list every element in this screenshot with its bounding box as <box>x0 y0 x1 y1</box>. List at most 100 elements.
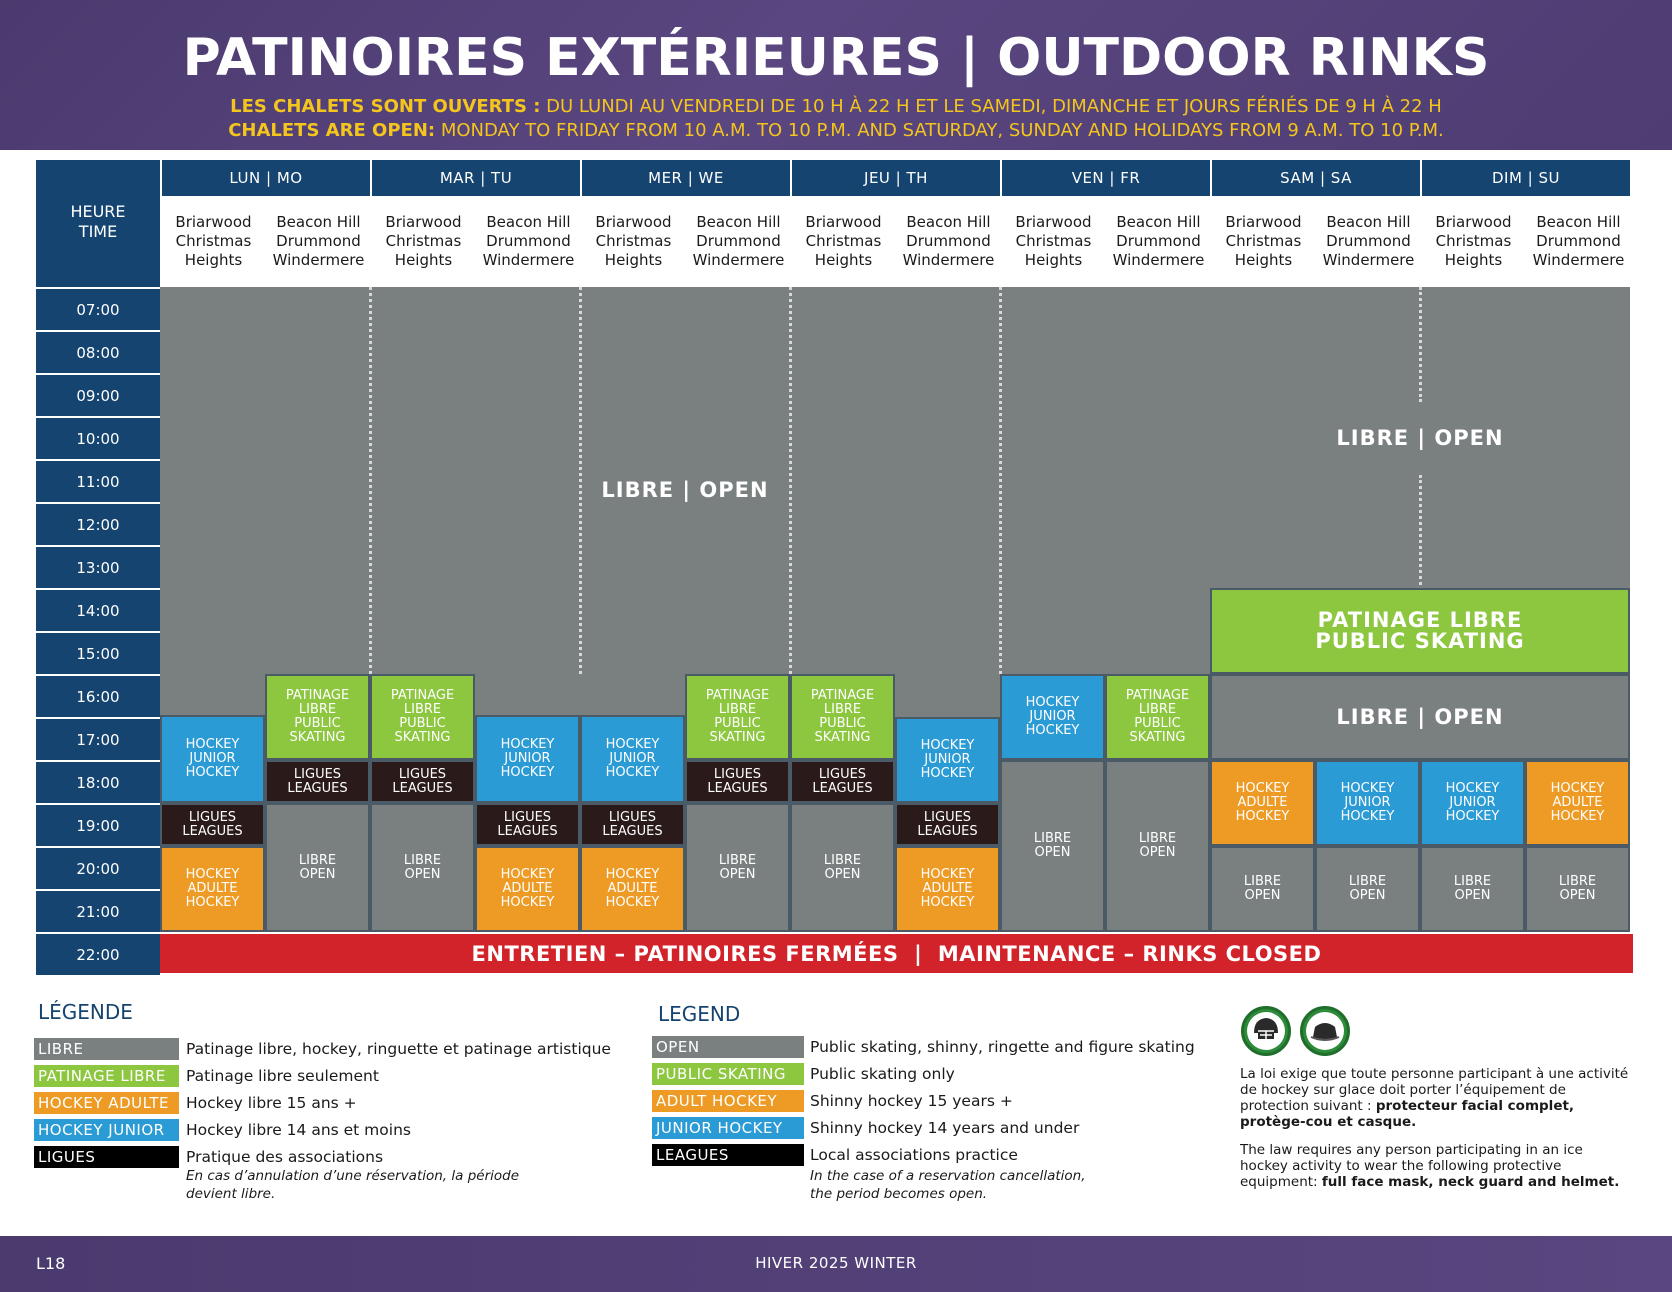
open-line: LIBRE <box>298 852 337 868</box>
public-skating-line: SKATING <box>814 730 871 745</box>
block-open: LIBRE OPEN <box>1315 846 1420 932</box>
block-junior-hockey: HOCKEY JUNIOR HOCKEY <box>475 715 580 803</box>
legend-swatch: HOCKEY JUNIOR <box>34 1119 179 1141</box>
junior-hockey-line: JUNIOR <box>1449 795 1496 810</box>
adult-hockey-line: HOCKEY <box>920 895 975 910</box>
time-slot-label: 18:00 <box>36 762 160 803</box>
junior-hockey-line: HOCKEY <box>920 766 975 781</box>
public-skating-line: PUBLIC <box>1134 716 1181 731</box>
chalet-hours-fr-lead: LES CHALETS SONT OUVERTS : <box>230 96 541 117</box>
block-leagues: LIGUES LEAGUES <box>580 803 685 846</box>
chalet-hours-en-lead: CHALETS ARE OPEN: <box>228 120 436 141</box>
block-open: LIBRE OPEN <box>1420 846 1525 932</box>
time-slot-label: 13:00 <box>36 547 160 588</box>
open-line: OPEN <box>299 866 336 882</box>
public-skating-line: SKATING <box>709 730 766 745</box>
rink-name-line: Beacon Hill <box>1536 212 1621 231</box>
leagues-line: LIGUES <box>923 809 972 825</box>
rink-name-line: Beacon Hill <box>1326 212 1411 231</box>
adult-hockey-line: ADULTE <box>922 881 973 896</box>
leagues-line: LIGUES <box>713 766 762 782</box>
public-skating-line: PUBLIC <box>399 716 446 731</box>
legend-fr-title: LÉGENDE <box>38 1000 133 1024</box>
block-junior-hockey: HOCKEY JUNIOR HOCKEY <box>895 717 1000 803</box>
helmet-icon <box>1241 1006 1291 1056</box>
block-adult-hockey: HOCKEY ADULTE HOCKEY <box>475 846 580 932</box>
page-title: PATINOIRES EXTÉRIEURES | OUTDOOR RINKS <box>182 28 1490 88</box>
chalet-hours-en-text: MONDAY TO FRIDAY FROM 10 A.M. TO 10 P.M.… <box>435 120 1444 141</box>
page-number: L18 <box>36 1254 66 1273</box>
day-header: SAM | SA <box>1212 160 1420 196</box>
safety-law-fr: La loi exige que toute personne particip… <box>1240 1066 1630 1130</box>
rink-name-line: Briarwood <box>595 212 672 231</box>
block-open: LIBRE OPEN <box>1525 846 1630 932</box>
junior-hockey-line: HOCKEY <box>1025 723 1080 738</box>
leagues-line: LIGUES <box>608 809 657 825</box>
legend-swatch: LEAGUES <box>652 1144 804 1166</box>
legend-en-note: In the case of a reservation cancellatio… <box>810 1167 1086 1203</box>
open-line: OPEN <box>1454 888 1491 903</box>
block-junior-hockey: HOCKEY JUNIOR HOCKEY <box>580 715 685 803</box>
maintenance-bar: ENTRETIEN – PATINOIRES FERMÉES | MAINTEN… <box>160 934 1633 973</box>
leagues-line: LEAGUES <box>602 823 663 839</box>
rink-header: Briarwood Christmas Heights <box>1422 198 1525 284</box>
junior-hockey-line: HOCKEY <box>1340 781 1395 796</box>
legend-en-note-line: In the case of a reservation cancellatio… <box>810 1168 1086 1184</box>
rink-name-line: Heights <box>1234 250 1293 269</box>
public-skating-line: LIBRE <box>403 702 442 717</box>
rink-name-line: Windermere <box>482 250 575 269</box>
legend-fr-note-line: En cas d’annulation d’une réservation, l… <box>186 1168 520 1184</box>
open-line: LIBRE <box>1138 831 1177 846</box>
neck-guard-icon <box>1300 1006 1350 1056</box>
legend-swatch: LIBRE <box>34 1038 179 1060</box>
open-line: LIBRE <box>403 852 442 868</box>
rink-header: Beacon Hill Drummond Windermere <box>687 198 790 284</box>
block-leagues: LIGUES LEAGUES <box>265 760 370 803</box>
rink-name-line: Briarwood <box>385 212 462 231</box>
block-leagues: LIGUES LEAGUES <box>370 760 475 803</box>
rink-name-line: Drummond <box>1326 231 1411 250</box>
rink-name-line: Christmas <box>175 231 252 250</box>
public-skating-line: PATINAGE <box>705 688 770 703</box>
time-slot-label: 12:00 <box>36 504 160 545</box>
legend-description: Patinage libre seulement <box>186 1067 379 1085</box>
time-slot-label: 19:00 <box>36 805 160 846</box>
rink-header: Briarwood Christmas Heights <box>792 198 895 284</box>
legend-description: Pratique des associations <box>186 1148 384 1166</box>
leagues-line: LEAGUES <box>917 823 978 839</box>
public-skating-line: PATINAGE LIBRE <box>1317 608 1523 632</box>
open-line: OPEN <box>404 866 441 882</box>
rink-name-line: Heights <box>814 250 873 269</box>
day-header: MAR | TU <box>372 160 580 196</box>
adult-hockey-line: HOCKEY <box>605 895 660 910</box>
open-line: OPEN <box>719 866 756 882</box>
open-label-weekday: LIBRE | OPEN <box>601 477 769 502</box>
public-skating-line: PATINAGE <box>285 688 350 703</box>
day-header: JEU | TH <box>792 160 1000 196</box>
chalet-hours-fr-text: DU LUNDI AU VENDREDI DE 10 H À 22 H ET L… <box>540 96 1442 117</box>
rink-header: Beacon Hill Drummond Windermere <box>897 198 1000 284</box>
rink-header: Briarwood Christmas Heights <box>162 198 265 284</box>
junior-hockey-line: JUNIOR <box>189 751 236 766</box>
public-skating-line: PATINAGE <box>1125 688 1190 703</box>
rink-name-line: Christmas <box>385 231 462 250</box>
adult-hockey-line: ADULTE <box>1237 795 1288 810</box>
time-slot-label: 21:00 <box>36 891 160 932</box>
leagues-line: LIGUES <box>818 766 867 782</box>
time-header: HEURE TIME <box>36 160 160 284</box>
open-line: LIBRE <box>1033 831 1072 846</box>
rink-schedule: HEURE TIME LUN | MO MAR | TU MER | WE JEU | T… <box>36 160 1633 978</box>
junior-hockey-line: HOCKEY <box>500 765 555 780</box>
block-leagues: LIGUES LEAGUES <box>895 803 1000 846</box>
day-separator <box>1419 287 1422 402</box>
rink-name-line: Christmas <box>595 231 672 250</box>
block-adult-hockey: HOCKEY ADULTE HOCKEY <box>895 846 1000 932</box>
rink-header: Beacon Hill Drummond Windermere <box>267 198 370 284</box>
open-line: LIBRE <box>823 852 862 868</box>
rink-name-line: Drummond <box>486 231 571 250</box>
leagues-line: LEAGUES <box>287 780 348 796</box>
rink-name-line: Briarwood <box>1225 212 1302 231</box>
public-skating-line: LIBRE <box>823 702 862 717</box>
block-junior-hockey: HOCKEY JUNIOR HOCKEY <box>160 715 265 803</box>
block-open: LIBRE OPEN <box>265 803 370 932</box>
